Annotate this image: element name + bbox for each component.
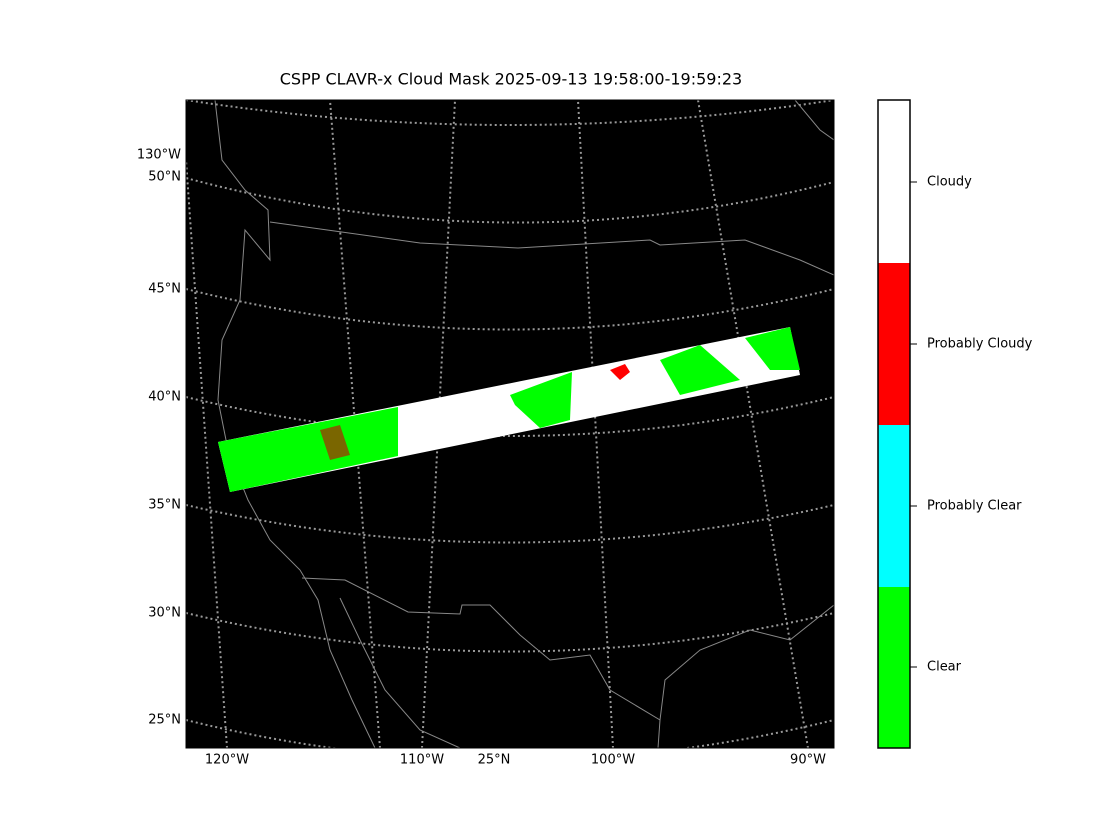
map-content — [186, 100, 834, 748]
swath-clear — [510, 372, 572, 428]
map: 130°W 50°N 45°N 40°N 35°N 30°N 25°N 120°… — [137, 99, 835, 768]
lon-label: 90°W — [790, 753, 826, 768]
lat-label: 50°N — [148, 170, 181, 185]
colorbar-label: Cloudy — [927, 175, 972, 190]
swath-probably-cloudy — [320, 425, 350, 460]
lat-label: 30°N — [148, 606, 181, 621]
lat-label: 35°N — [148, 498, 181, 513]
swath-clear — [660, 345, 740, 395]
colorbar-probably-cloudy — [878, 263, 910, 425]
colorbar: Cloudy Probably Cloudy Probably Clear Cl… — [877, 99, 1033, 749]
lon-label: 25°N — [478, 753, 511, 768]
swath-clear — [218, 407, 398, 492]
coastlines — [214, 100, 834, 748]
colorbar-label: Clear — [927, 660, 962, 675]
colorbar-label: Probably Cloudy — [927, 337, 1033, 352]
swath-clear — [745, 327, 800, 370]
colorbar-cloudy — [878, 100, 910, 263]
lon-label: 110°W — [400, 753, 444, 768]
colorbar-label: Probably Clear — [927, 499, 1022, 514]
lon-label: 100°W — [591, 753, 635, 768]
lat-label: 25°N — [148, 713, 181, 728]
title: CSPP CLAVR-x Cloud Mask 2025-09-13 19:58… — [280, 70, 742, 89]
swath-probably-cloudy — [610, 364, 630, 380]
colorbar-frame — [877, 99, 911, 749]
map-frame — [185, 99, 835, 749]
cloud-mask-swath — [218, 327, 800, 492]
lat-label: 45°N — [148, 282, 181, 297]
lon-label: 120°W — [205, 753, 249, 768]
colorbar-clear — [878, 587, 910, 748]
graticule — [186, 100, 834, 748]
lat-label: 130°W — [137, 148, 181, 163]
colorbar-probably-clear — [878, 425, 910, 587]
lat-label: 40°N — [148, 390, 181, 405]
